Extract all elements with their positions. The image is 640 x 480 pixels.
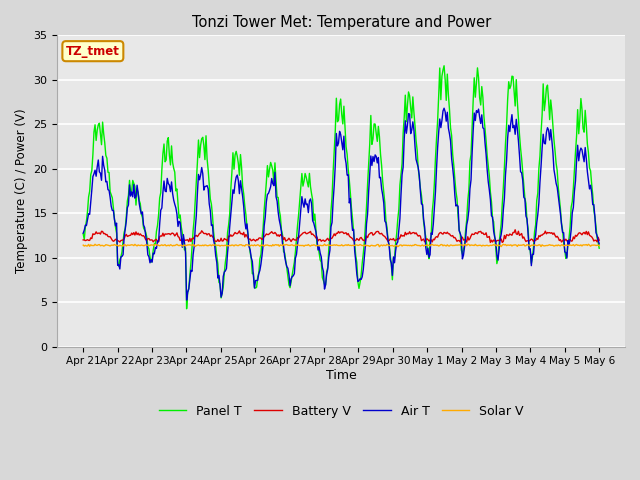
Panel T [298, 171, 306, 177]
Solar V [240, 242, 248, 248]
Battery V [511, 227, 519, 233]
Solar V [321, 241, 328, 247]
Panel T [183, 306, 191, 312]
Air T [183, 297, 191, 303]
Air T [298, 194, 306, 200]
Solar V [461, 242, 468, 248]
Panel T [241, 203, 248, 209]
Air T [550, 167, 558, 172]
Panel T [369, 136, 377, 142]
Panel T [461, 241, 468, 247]
Battery V [393, 237, 401, 242]
Solar V [369, 243, 377, 249]
Air T [394, 239, 401, 245]
Solar V [550, 243, 558, 249]
Line: Panel T: Panel T [83, 66, 599, 309]
Text: TZ_tmet: TZ_tmet [66, 45, 120, 58]
Air T [595, 241, 603, 247]
Panel T [440, 63, 448, 69]
Solar V [395, 243, 403, 249]
Panel T [394, 216, 401, 222]
Battery V [240, 229, 248, 235]
Solar V [595, 243, 603, 249]
X-axis label: Time: Time [326, 369, 356, 382]
Battery V [79, 237, 87, 243]
Panel T [550, 137, 558, 143]
Solar V [376, 244, 383, 250]
Solar V [79, 242, 87, 248]
Battery V [550, 230, 558, 236]
Y-axis label: Temperature (C) / Power (V): Temperature (C) / Power (V) [15, 108, 28, 273]
Line: Battery V: Battery V [83, 230, 599, 242]
Solar V [297, 242, 305, 248]
Line: Air T: Air T [83, 108, 599, 300]
Panel T [595, 245, 603, 251]
Panel T [79, 231, 87, 237]
Air T [241, 218, 248, 224]
Air T [440, 105, 448, 111]
Battery V [486, 240, 494, 245]
Air T [461, 244, 468, 250]
Battery V [458, 234, 466, 240]
Battery V [595, 237, 603, 243]
Legend: Panel T, Battery V, Air T, Solar V: Panel T, Battery V, Air T, Solar V [154, 400, 529, 423]
Air T [369, 154, 377, 159]
Air T [79, 230, 87, 236]
Title: Tonzi Tower Met: Temperature and Power: Tonzi Tower Met: Temperature and Power [191, 15, 491, 30]
Battery V [368, 230, 376, 236]
Line: Solar V: Solar V [83, 244, 599, 247]
Battery V [297, 232, 305, 238]
